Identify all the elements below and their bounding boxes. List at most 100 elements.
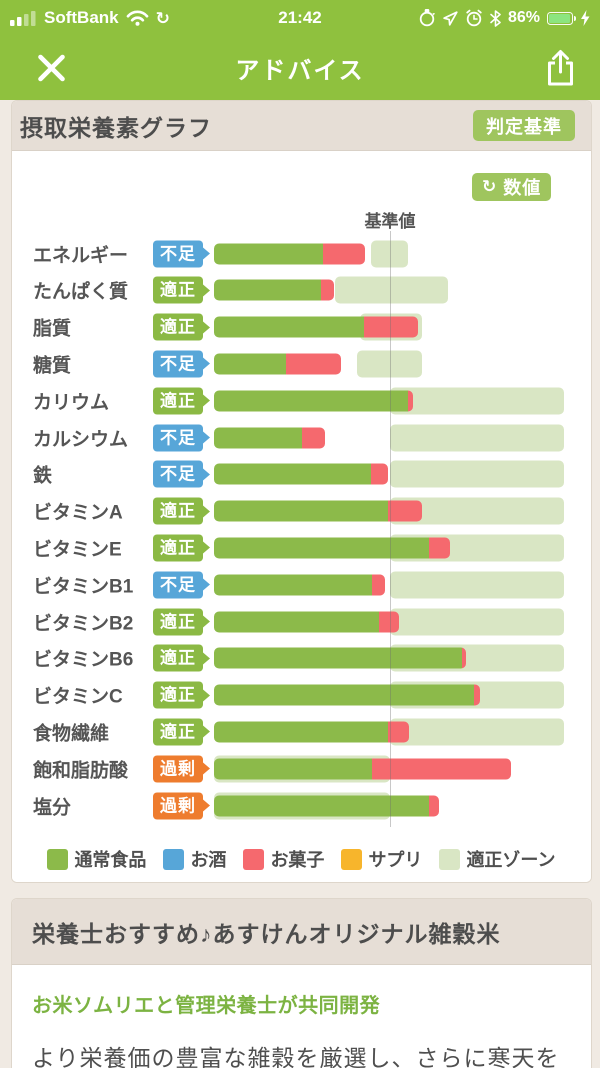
- sweets-segment: [428, 537, 450, 559]
- normal-food-segment: [214, 353, 287, 375]
- nutrient-label: 食物繊維: [33, 723, 110, 745]
- status-badge: 適正: [153, 387, 210, 415]
- recommendation-panel: 栄養士おすすめ♪あすけんオリジナル雑穀米 お米ソムリエと管理栄養士が共同開発 よ…: [11, 898, 592, 1068]
- nutrient-label: ビタミンB6: [33, 649, 134, 671]
- wifi-icon: [126, 10, 148, 26]
- ok-zone-bar: [390, 387, 565, 415]
- stacked-value-bar: [214, 279, 334, 301]
- stacked-value-bar: [214, 243, 366, 264]
- nutrient-row: ビタミンB2 適正: [12, 603, 591, 640]
- sweets-segment: [474, 684, 480, 706]
- nutrient-label: エネルギー: [33, 245, 129, 266]
- nutrient-row: カルシウム 不足: [12, 419, 591, 456]
- stacked-value-bar: [214, 611, 399, 632]
- ok-zone-bar: [390, 608, 565, 635]
- numeric-toggle-label: 数値: [503, 178, 542, 198]
- legend-item: 適正ゾーン: [439, 846, 556, 872]
- recommendation-text: より栄養価の豊富な雑穀を厳選し、さらに寒天をプラ: [32, 1045, 560, 1068]
- status-badge: 適正: [153, 276, 210, 304]
- stacked-value-bar: [214, 390, 413, 412]
- normal_food-swatch: [47, 848, 69, 870]
- ok-zone-bar: [356, 350, 422, 378]
- status-badge: 適正: [153, 681, 210, 709]
- status-badge: 過剰: [153, 792, 210, 819]
- criteria-button[interactable]: 判定基準: [473, 110, 575, 141]
- nutrient-row: エネルギー 不足: [12, 235, 591, 272]
- nutrient-label: 糖質: [33, 355, 72, 377]
- normal-food-segment: [214, 316, 364, 338]
- ok-zone-bar: [390, 718, 565, 746]
- sweets-segment: [462, 647, 466, 669]
- sweets-segment: [407, 390, 413, 412]
- nutrient-row: 塩分 過剰: [12, 787, 591, 824]
- legend-label: サプリ: [368, 850, 423, 870]
- sync-icon: ↻: [155, 8, 170, 28]
- nutrient-label: ビタミンE: [33, 539, 122, 561]
- normal-food-segment: [214, 795, 429, 816]
- page-title: アドバイス: [235, 57, 365, 85]
- ok-zone-bar: [390, 571, 565, 599]
- nutrient-row: 脂質 適正: [12, 309, 591, 346]
- nutrient-label: カルシウム: [33, 429, 129, 450]
- status-badge: 不足: [153, 571, 210, 599]
- legend-label: 適正ゾーン: [466, 850, 556, 870]
- sweets-segment: [388, 721, 410, 743]
- nav-bar: アドバイス: [0, 36, 600, 100]
- status-badge: 適正: [153, 497, 210, 525]
- legend-item: サプリ: [341, 846, 422, 872]
- stacked-value-bar: [214, 721, 410, 743]
- share-icon[interactable]: [545, 49, 576, 87]
- nutrient-label: 鉄: [33, 465, 53, 487]
- nutrient-row: 食物繊維 適正: [12, 713, 591, 750]
- stacked-value-bar: [214, 795, 440, 816]
- stacked-value-bar: [214, 574, 385, 596]
- normal-food-segment: [214, 647, 463, 669]
- numeric-toggle-button[interactable]: ↻ 数値: [472, 173, 552, 201]
- recommendation-subtitle: お米ソムリエと管理栄養士が共同開発: [32, 995, 381, 1017]
- stacked-value-bar: [214, 500, 422, 522]
- nutrient-label: ビタミンA: [33, 502, 123, 524]
- sweets-segment: [286, 353, 341, 375]
- normal-food-segment: [214, 463, 371, 485]
- recommendation-title: 栄養士おすすめ♪あすけんオリジナル雑穀米: [32, 920, 501, 947]
- orientation-lock-icon: [419, 9, 436, 27]
- status-badge: 不足: [153, 350, 210, 378]
- status-badge: 適正: [153, 313, 210, 341]
- location-arrow-icon: [443, 10, 458, 26]
- sweets-segment: [372, 758, 512, 780]
- nutrient-row: 鉄 不足: [12, 456, 591, 493]
- close-icon[interactable]: [36, 53, 67, 84]
- nutrient-row: ビタミンB1 不足: [12, 566, 591, 603]
- nutrient-label: 脂質: [33, 318, 72, 340]
- section-title: 摂取栄養素グラフ: [20, 114, 212, 141]
- ok-zone-bar: [370, 240, 408, 267]
- status-badge: 適正: [153, 718, 210, 746]
- normal-food-segment: [214, 721, 389, 743]
- nutrient-label: ビタミンB2: [33, 613, 134, 634]
- status-badge: 適正: [153, 608, 210, 635]
- chart-legend: 通常食品 お酒 お菓子 サプリ 適正ゾーン: [12, 846, 591, 872]
- normal-food-segment: [214, 611, 380, 632]
- sweets-segment: [363, 316, 419, 338]
- nutrient-row: カリウム 適正: [12, 382, 591, 419]
- alarm-clock-icon: [466, 9, 482, 27]
- nutrient-label: 塩分: [33, 797, 72, 818]
- sweets-segment: [370, 463, 389, 485]
- status-time: 21:42: [278, 8, 322, 27]
- reference-line: [390, 231, 391, 827]
- stacked-value-bar: [214, 758, 512, 780]
- status-bar: SoftBank ↻ 21:42: [0, 0, 600, 36]
- nutrient-label: たんぱく質: [33, 281, 129, 303]
- recommendation-header: 栄養士おすすめ♪あすけんオリジナル雑穀米: [12, 899, 591, 965]
- normal-food-segment: [214, 427, 302, 448]
- sweets-swatch: [243, 848, 265, 870]
- status-badge: 不足: [153, 460, 210, 488]
- nutrient-row: 飽和脂肪酸 過剰: [12, 750, 591, 787]
- stacked-value-bar: [214, 647, 466, 669]
- normal-food-segment: [214, 243, 324, 264]
- normal-food-segment: [214, 537, 429, 559]
- status-badge: 適正: [153, 644, 210, 672]
- intake-graph-panel: 摂取栄養素グラフ 判定基準 ↻ 数値 基準値 エネルギー 不足 たんぱく質 適正 脂質 適正…: [11, 100, 592, 883]
- status-badge: 過剰: [153, 755, 210, 783]
